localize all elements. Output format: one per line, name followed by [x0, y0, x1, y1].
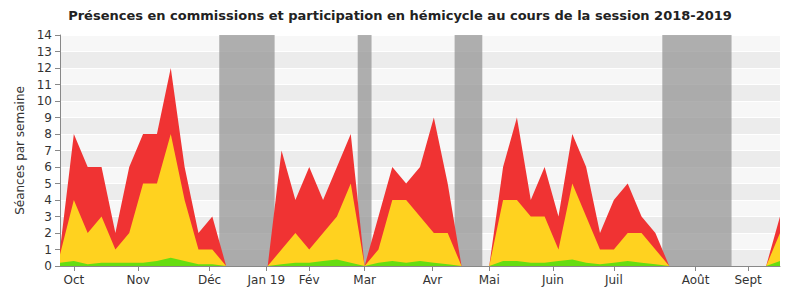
- svg-text:13: 13: [37, 45, 52, 59]
- svg-text:3: 3: [44, 210, 52, 224]
- svg-text:4: 4: [44, 193, 52, 207]
- svg-text:Mar: Mar: [353, 273, 376, 287]
- svg-text:7: 7: [44, 144, 52, 158]
- svg-text:10: 10: [37, 94, 52, 108]
- svg-text:Jan 19: Jan 19: [247, 273, 286, 287]
- svg-text:Déc: Déc: [198, 273, 221, 287]
- svg-text:Séances par semaine: Séances par semaine: [13, 86, 27, 215]
- svg-text:2: 2: [44, 226, 52, 240]
- svg-text:6: 6: [44, 160, 52, 174]
- svg-text:Oct: Oct: [63, 273, 84, 287]
- svg-text:Fév: Fév: [299, 273, 320, 287]
- svg-text:Août: Août: [682, 273, 710, 287]
- svg-text:14: 14: [37, 28, 52, 42]
- svg-text:Juin: Juin: [541, 273, 564, 287]
- svg-text:Présences en commissions et pa: Présences en commissions et participatio…: [68, 8, 732, 23]
- svg-text:0: 0: [44, 259, 52, 273]
- svg-text:8: 8: [44, 127, 52, 141]
- svg-text:9: 9: [44, 111, 52, 125]
- svg-text:Mai: Mai: [479, 273, 500, 287]
- svg-text:1: 1: [44, 243, 52, 257]
- svg-text:5: 5: [44, 177, 52, 191]
- svg-text:Juil: Juil: [604, 273, 623, 287]
- svg-text:Nov: Nov: [127, 273, 150, 287]
- svg-text:Sept: Sept: [734, 273, 762, 287]
- svg-text:12: 12: [37, 61, 52, 75]
- svg-text:Avr: Avr: [423, 273, 443, 287]
- svg-text:11: 11: [37, 78, 52, 92]
